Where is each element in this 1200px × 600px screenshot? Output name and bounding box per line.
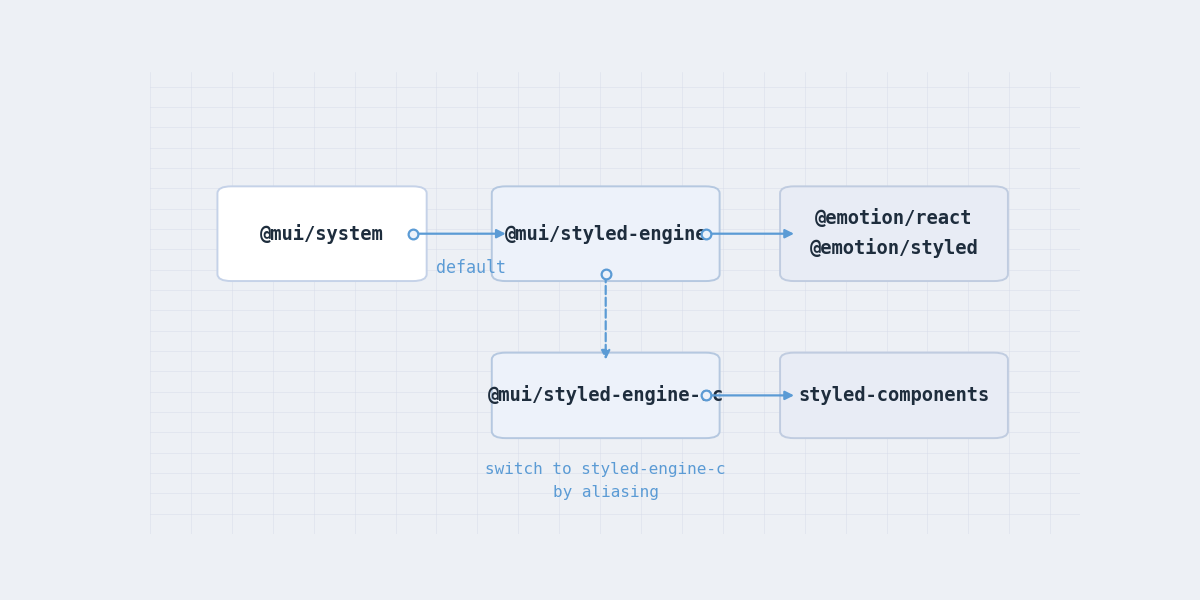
- FancyBboxPatch shape: [780, 353, 1008, 438]
- FancyBboxPatch shape: [217, 187, 427, 281]
- Text: @mui/styled-engine: @mui/styled-engine: [504, 224, 707, 244]
- Text: @emotion/react
@emotion/styled: @emotion/react @emotion/styled: [810, 209, 978, 258]
- Text: @mui/system: @mui/system: [260, 224, 384, 244]
- Text: default: default: [436, 259, 506, 277]
- Text: switch to styled-engine-c
by aliasing: switch to styled-engine-c by aliasing: [485, 461, 726, 500]
- FancyBboxPatch shape: [492, 187, 720, 281]
- FancyBboxPatch shape: [492, 353, 720, 438]
- FancyBboxPatch shape: [780, 187, 1008, 281]
- Text: @mui/styled-engine-sc: @mui/styled-engine-sc: [487, 385, 724, 406]
- Text: styled-components: styled-components: [798, 386, 990, 405]
